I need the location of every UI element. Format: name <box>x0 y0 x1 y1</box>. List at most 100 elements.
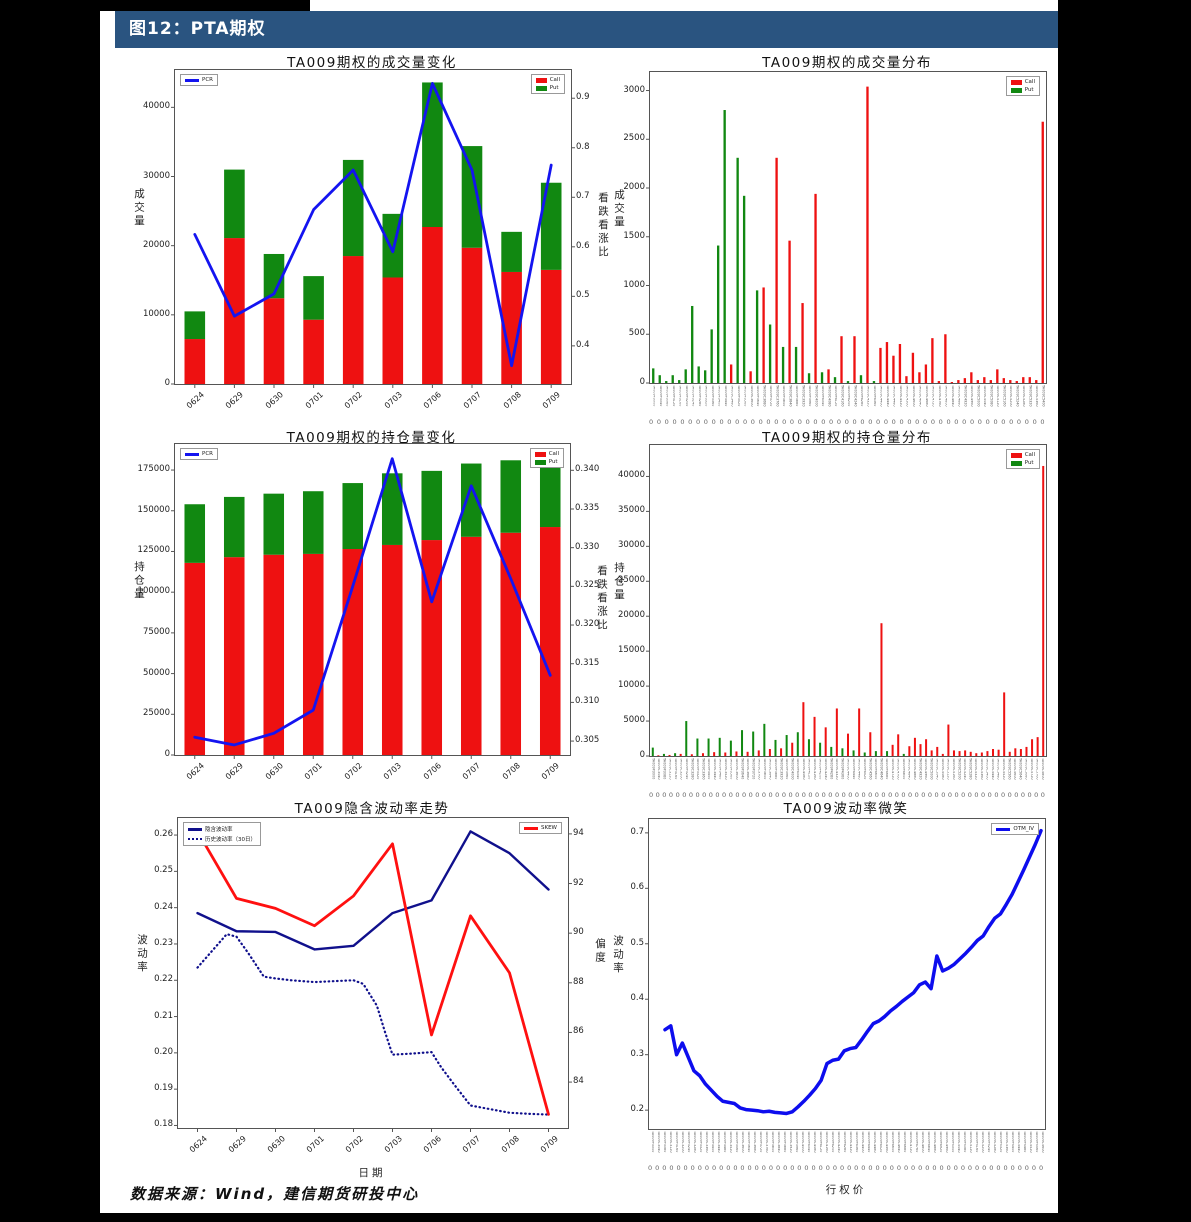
strike-tick-label: TA009C5440 <box>990 758 994 780</box>
strike-tick-label: TA009P3960 <box>795 1131 798 1153</box>
strike-code-glyph: 0 <box>728 791 733 799</box>
strike-code-glyph: 0 <box>668 791 674 799</box>
strike-code-glyph: 0 <box>808 791 813 799</box>
legend-label: Put <box>548 459 558 465</box>
strike-code-glyph: 0 <box>861 791 866 799</box>
y-axis-tick-label: 150000 <box>137 504 170 515</box>
strike-code-glyph: 0 <box>922 418 928 426</box>
call-bar <box>791 742 794 756</box>
strike-label-band: TA009P3000 TA009P3040 TA009P3080 TA009P3120… <box>649 385 1045 415</box>
y-axis-tick-label: 0.4 <box>630 993 644 1004</box>
strike-code-glyph: 0 <box>977 418 982 426</box>
strike-tick-label: TA009P4600 <box>874 758 878 780</box>
legend-item: Put <box>534 459 559 465</box>
strike-tick-label: TA009P3040 <box>658 385 662 407</box>
strike-tick-label: TA009C3600 <box>749 385 753 407</box>
legend-label: Put <box>1024 460 1034 466</box>
legend-item: SKEW <box>523 825 557 831</box>
strike-code-glyph: 0 <box>841 791 846 799</box>
chart-volatility-smile: TA009波动率微笑 0.2 0.3 0.4 0.5 0.6 0.7 波动率 TA009P300… <box>612 801 1058 1203</box>
strike-code-glyph: 0 <box>704 1164 710 1172</box>
strike-code-glyph: 0 <box>1003 1164 1008 1172</box>
strike-code-glyph: 0 <box>927 791 933 799</box>
strike-code-glyph: 0 <box>889 1164 894 1172</box>
strike-code-glyph: 0 <box>861 1164 866 1172</box>
call-bar <box>840 336 843 383</box>
put-bar <box>461 146 483 248</box>
put-bar <box>539 458 561 528</box>
call-bar <box>931 338 934 383</box>
legend-label: Call <box>549 77 560 83</box>
call-bar <box>1008 751 1011 756</box>
strike-code-glyph: 0 <box>894 791 899 799</box>
strike-code-glyph: 0 <box>821 418 826 426</box>
strike-tick-label: TA009P3320 <box>704 385 708 407</box>
strike-code-glyph: 0 <box>797 418 802 426</box>
chart-implied-volatility-trend: TA009隐含波动率走势 0.18 0.19 0.20 0.21 0.22 0.23 0.24… <box>130 801 606 1203</box>
x-axis-date-label: 0707 <box>461 761 483 782</box>
strike-code-glyph: 0 <box>735 791 740 799</box>
strike-tick-label: TA009C3760 <box>757 758 761 780</box>
strike-code-glyph: 0 <box>813 418 818 426</box>
strike-tick-label: TA009P3640 <box>740 758 744 780</box>
legend-swatch <box>535 85 547 91</box>
strike-code-glyph: 0 <box>941 791 946 799</box>
strike-tick-label: TA009P3720 <box>759 1131 762 1153</box>
call-bar <box>858 708 861 756</box>
strike-tick-label: TA009C5320 <box>974 758 978 780</box>
strike-code-glyph: 0 <box>766 418 771 426</box>
call-bar <box>713 752 716 756</box>
strike-code-glyph: 0 <box>783 1164 788 1172</box>
strike-tick-label: TA009C5360 <box>1005 1131 1008 1153</box>
strike-tick-label: TA009C5800 <box>1040 758 1044 780</box>
strike-tick-label: TA009P4440 <box>851 758 855 780</box>
chart-open-interest-change: TA009期权的持仓量变化 0 25000 50000 75000 100000 12500… <box>130 430 608 803</box>
x-axis-date-label: 0630 <box>263 761 285 782</box>
strike-tick-label: TA009C3280 <box>690 758 694 780</box>
strike-code-glyph: 0 <box>708 791 713 799</box>
strike-tick-label: TA009P5560 <box>1035 1131 1038 1153</box>
put-bar <box>223 496 245 558</box>
strike-tick-label: TA009C4920 <box>918 758 922 780</box>
legend-label: 隐含波动率 <box>205 827 233 833</box>
strike-code-glyph: 0 <box>748 791 753 799</box>
y-axis-right-tick-label: 0.305 <box>575 735 600 746</box>
strike-code-glyph: 0 <box>683 1164 688 1172</box>
legend-item: Call <box>535 77 560 83</box>
strike-tick-label: TA009C3680 <box>746 758 750 780</box>
strike-tick-label: TA009P3160 <box>678 385 682 407</box>
call-bar <box>908 746 911 756</box>
y-axis-tick-label: 0.26 <box>154 829 173 840</box>
strike-tick-label: TA009C4720 <box>909 1131 912 1153</box>
y-axis-right-tick-label: 0.325 <box>575 580 600 591</box>
strike-tick-label: TA009C4080 <box>813 1131 816 1153</box>
call-bar <box>905 376 908 383</box>
strike-tick-label: TA009P3880 <box>795 385 799 407</box>
strike-code-glyph: 0 <box>655 1164 660 1172</box>
strike-tick-label: TA009C5000 <box>976 385 980 407</box>
strike-tick-label: TA009C4640 <box>879 758 883 780</box>
legend-swatch <box>188 838 202 840</box>
strike-tick-label: TA009P3720 <box>751 758 755 780</box>
plot-area <box>171 443 574 759</box>
strike-code-glyph: 0 <box>781 791 786 799</box>
call-bar <box>381 544 403 755</box>
strike-code-glyph: 0 <box>758 418 763 426</box>
strike-tick-label: TA009C4880 <box>933 1131 936 1153</box>
legend-item: OTM_IV <box>996 826 1034 832</box>
y-axis-right-label: 看跌看涨比 <box>597 192 609 260</box>
x-axis-date-label: 0629 <box>224 390 246 411</box>
strike-tick-label: TA009P5080 <box>963 1131 966 1153</box>
strike-code-glyph: 0 <box>775 791 780 799</box>
strike-tick-label: TA009C4240 <box>824 758 827 780</box>
strike-tick-label: TA009P5000 <box>951 1131 954 1153</box>
strike-tick-label: TA009C4160 <box>825 1131 828 1153</box>
strike-tick-label: TA009C5040 <box>983 385 987 407</box>
put-bar <box>781 346 785 383</box>
put-bar <box>872 381 876 383</box>
call-bar <box>983 377 986 383</box>
strike-tick-label: TA009P4680 <box>885 758 889 780</box>
chart-open-interest-distribution: TA009期权的持仓量分布 0 5000 10000 15000 20000 25000 30… <box>613 430 1058 803</box>
y-axis-tick-label: 100000 <box>137 586 170 597</box>
put-bar <box>674 753 677 756</box>
